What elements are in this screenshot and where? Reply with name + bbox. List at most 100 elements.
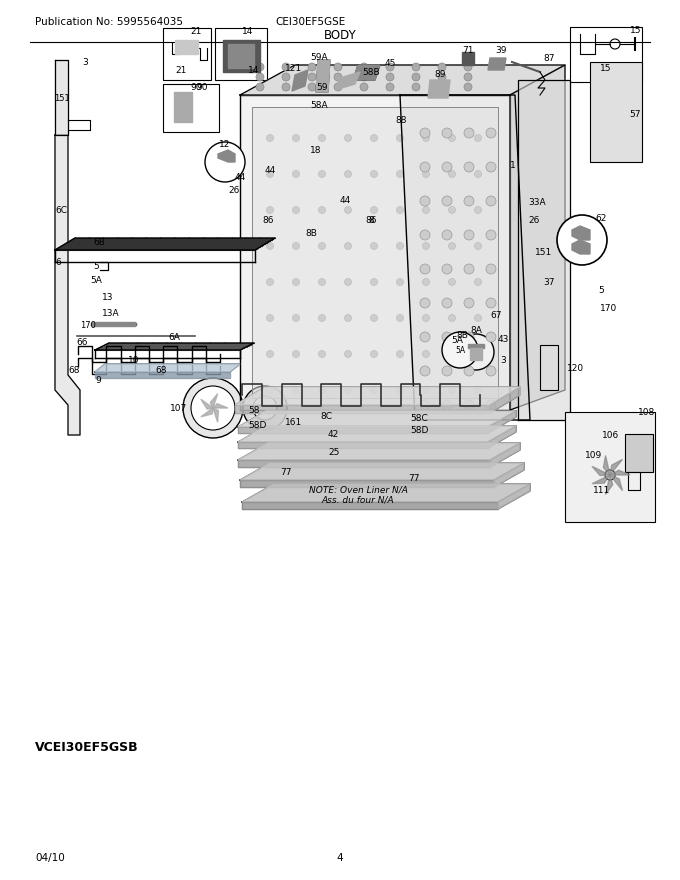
Circle shape [292,243,299,250]
Polygon shape [488,411,516,433]
Text: 26: 26 [228,186,239,194]
Text: 6B: 6B [93,238,105,246]
Circle shape [475,278,481,285]
Circle shape [464,264,474,274]
Text: 15: 15 [600,63,611,72]
Circle shape [464,366,474,376]
Text: 90: 90 [196,83,207,92]
Circle shape [486,230,496,240]
Text: 8C: 8C [320,412,332,421]
Text: 170: 170 [80,320,96,329]
Circle shape [420,162,430,172]
Polygon shape [498,484,530,509]
Text: 66: 66 [76,338,88,347]
Circle shape [420,366,430,376]
Circle shape [396,314,403,321]
Circle shape [486,196,496,206]
Circle shape [412,83,420,91]
Text: 8A: 8A [470,326,482,334]
Text: 5: 5 [93,261,99,270]
Circle shape [292,171,299,178]
Text: 44: 44 [340,195,352,204]
Circle shape [422,350,430,357]
Polygon shape [572,226,590,240]
Text: 86: 86 [365,216,377,224]
Polygon shape [603,456,610,475]
Circle shape [464,128,474,138]
Circle shape [308,63,316,71]
Text: Publication No: 5995564035: Publication No: 5995564035 [35,17,183,27]
Polygon shape [240,65,565,95]
Text: 77: 77 [280,467,292,476]
Polygon shape [235,387,520,405]
Circle shape [475,171,481,178]
Circle shape [442,128,452,138]
Circle shape [486,366,496,376]
Circle shape [422,243,430,250]
Text: 9: 9 [95,376,101,385]
Circle shape [318,386,326,393]
Text: 67: 67 [490,311,502,319]
Polygon shape [518,80,570,420]
Polygon shape [238,426,516,442]
Circle shape [386,63,394,71]
Circle shape [449,386,456,393]
Circle shape [371,135,377,142]
Polygon shape [428,80,450,98]
Bar [163,28,211,80]
Circle shape [464,162,474,172]
Text: 62: 62 [595,214,607,223]
Polygon shape [238,427,488,433]
Text: 58D: 58D [410,426,428,435]
Circle shape [205,142,245,182]
Circle shape [345,135,352,142]
Polygon shape [238,460,490,467]
Polygon shape [572,240,590,254]
Circle shape [318,135,326,142]
Polygon shape [218,150,235,162]
Text: 58D: 58D [248,421,267,429]
Text: 21: 21 [175,65,186,75]
Text: 1: 1 [510,160,515,170]
Circle shape [345,350,352,357]
Circle shape [318,350,326,357]
Bar [570,27,642,82]
Text: 59A: 59A [310,53,328,62]
Circle shape [282,63,290,71]
Circle shape [422,314,430,321]
Text: 3: 3 [500,356,506,364]
Circle shape [486,162,496,172]
Polygon shape [353,65,380,80]
Text: 42: 42 [328,429,339,438]
Polygon shape [235,405,490,413]
Circle shape [464,63,472,71]
Circle shape [345,243,352,250]
Circle shape [396,386,403,393]
Circle shape [605,470,615,480]
Circle shape [396,135,403,142]
Polygon shape [92,322,135,326]
Text: 89: 89 [435,70,446,78]
Circle shape [422,207,430,214]
Text: 71: 71 [462,46,473,55]
Circle shape [464,332,474,342]
Circle shape [318,171,326,178]
Circle shape [442,230,452,240]
Text: 04/10: 04/10 [35,853,65,863]
Bar [163,84,219,132]
Circle shape [345,314,352,321]
Circle shape [267,135,273,142]
Polygon shape [592,475,610,484]
Circle shape [282,83,290,91]
Circle shape [386,73,394,81]
Polygon shape [213,408,218,422]
Circle shape [442,196,452,206]
Circle shape [371,207,377,214]
Text: 44: 44 [265,165,276,174]
Circle shape [360,63,368,71]
Circle shape [191,386,235,430]
Circle shape [334,63,342,71]
Polygon shape [468,344,484,348]
Text: 111: 111 [593,486,610,495]
Text: 58: 58 [248,406,260,414]
